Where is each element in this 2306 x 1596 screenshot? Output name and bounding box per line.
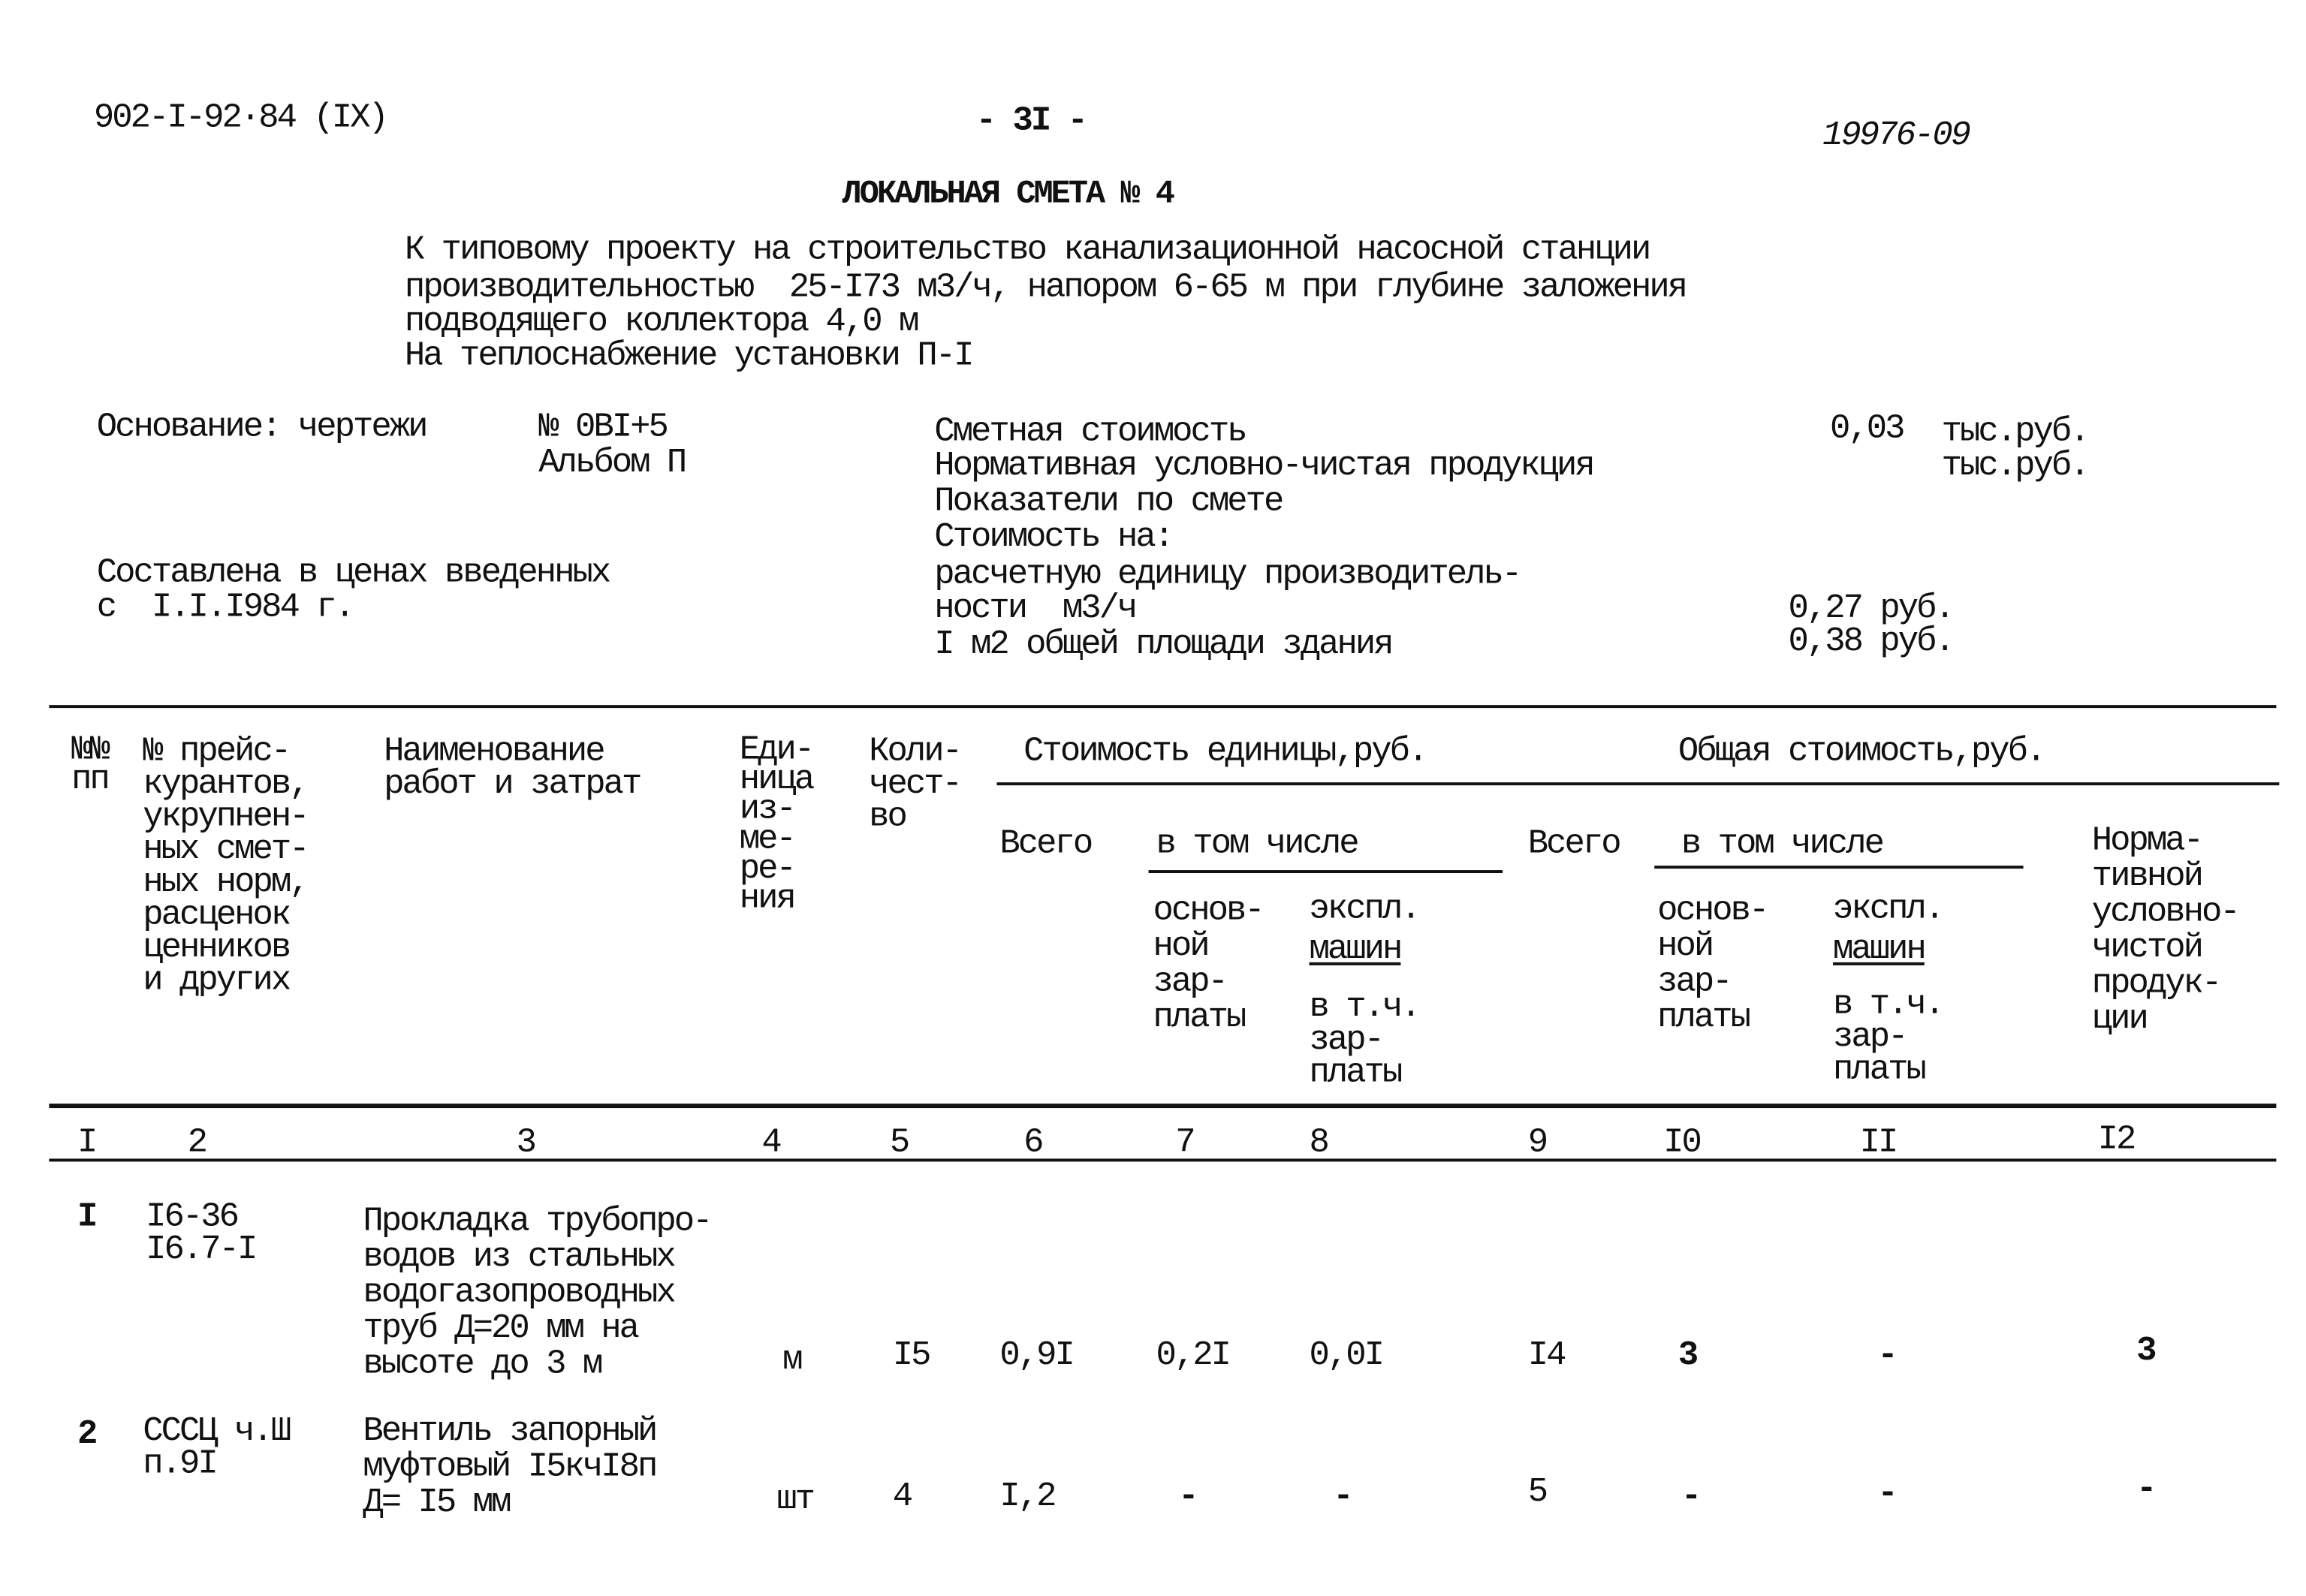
net-product-label: Нормативная условно-чистая продукция	[934, 446, 1595, 485]
prices-date: с I.I.I984 г.	[96, 587, 355, 627]
basis-drawings: № 0BI+5	[538, 407, 669, 447]
row-unit-total: I,2	[999, 1477, 1057, 1516]
column-number: 2	[187, 1122, 208, 1162]
area-cost-value: 0,38 руб.	[1788, 622, 1955, 661]
unit-cost-label-2: ности м3/ч	[934, 589, 1138, 628]
row-number: I	[77, 1197, 98, 1236]
row-name: Вентиль запорный муфтовый I5кчI8п Д= I5 …	[363, 1411, 658, 1522]
header-rule	[1148, 870, 1503, 873]
header-number: №№ пп	[71, 730, 110, 799]
header-total-base-wage: основ- ной зар- платы	[1657, 890, 1769, 1037]
basis-album: Альбом П	[538, 443, 687, 482]
header-unit-machines-wage: в т.ч. зар- платы	[1309, 987, 1421, 1092]
row-total-machines: -	[1877, 1336, 1898, 1375]
header-unit-cost: Стоимость единицы,руб.	[1023, 731, 1428, 771]
row-unit-base-wage: -	[1178, 1477, 1198, 1516]
header-total-machines: экспл.	[1832, 889, 1945, 929]
column-number: 3	[516, 1122, 537, 1162]
header-unit-machines: экспл.	[1309, 889, 1421, 929]
unit-cost-value: 0,27 руб.	[1788, 589, 1955, 628]
header-total-total: Всего	[1527, 824, 1622, 863]
row-net-product: 3	[2136, 1331, 2157, 1370]
header-unit-base-wage: основ- ной зар- платы	[1153, 890, 1265, 1037]
estimated-cost-value: 0,03	[1829, 408, 1906, 448]
header-name: Наименование работ и затрат	[384, 731, 642, 803]
table-top-rule	[49, 705, 2277, 709]
header-total-machines-wage: в т.ч. зар- платы	[1832, 984, 1945, 1089]
column-number: 7	[1175, 1122, 1195, 1162]
basis-label: Основание: чертежи	[96, 407, 429, 447]
row-total-base-wage: -	[1681, 1477, 1702, 1516]
net-product-unit: тыс.руб.	[1941, 446, 2090, 485]
page-number: - 3I -	[975, 101, 1088, 140]
page-title: ЛОКАЛЬНАЯ СМЕТА № 4	[842, 175, 1175, 213]
unit-cost-label: расчетную единицу производитель-	[934, 555, 1522, 594]
column-numbers-rule	[49, 1158, 2277, 1162]
header-bottom-rule	[49, 1104, 2277, 1108]
row-price-code: СССЦ ч.Ш п.9I	[143, 1411, 291, 1483]
document-code: 902-I-92·84 (IX)	[93, 98, 389, 137]
column-number: 9	[1527, 1122, 1548, 1162]
header-rule	[1654, 866, 2024, 869]
row-unit-machines: -	[1333, 1477, 1353, 1516]
column-number: 4	[761, 1122, 782, 1162]
header-unit: Еди- ница из- ме- ре- ния	[739, 730, 815, 918]
header-rule	[996, 782, 2280, 785]
row-number: 2	[77, 1414, 98, 1453]
row-unit: шт	[776, 1480, 815, 1519]
row-net-product: -	[2136, 1469, 2157, 1509]
row-total: 5	[1527, 1472, 1548, 1512]
row-unit-machines: 0,0I	[1309, 1336, 1385, 1375]
column-number: I0	[1663, 1122, 1702, 1162]
inventory-number: 19976-09	[1822, 116, 1971, 155]
row-unit: м	[782, 1340, 803, 1379]
column-number: 6	[1023, 1122, 1044, 1162]
column-number: II	[1859, 1122, 1899, 1162]
row-quantity: 4	[892, 1477, 913, 1516]
header-net-product: Норма- тивной условно- чистой продук- ци…	[2091, 821, 2241, 1038]
cost-on-label: Стоимость на:	[934, 517, 1174, 557]
column-number: I	[77, 1122, 98, 1162]
subtitle-line: производительностью 25-I73 м3/ч, напором…	[404, 267, 1688, 307]
estimated-cost-label: Сметная стоимость	[934, 411, 1247, 451]
header-unit-total: Всего	[999, 824, 1093, 863]
row-unit-base-wage: 0,2I	[1156, 1336, 1231, 1375]
header-unit-incl: в том числе	[1156, 824, 1359, 863]
row-total-machines: -	[1877, 1474, 1898, 1513]
subtitle-line: На теплоснабжение установки П-I	[404, 336, 975, 375]
column-number: 8	[1309, 1122, 1330, 1162]
header-total-incl: в том числе	[1681, 824, 1885, 863]
row-total-base-wage: 3	[1678, 1336, 1699, 1375]
header-quantity: Коли- чест- во	[869, 731, 963, 836]
column-number: I2	[2097, 1119, 2137, 1159]
header-total-cost: Общая стоимость,руб.	[1678, 731, 2046, 771]
row-quantity: I5	[892, 1336, 932, 1375]
subtitle-line: подводящего коллектора 4,0 м	[404, 302, 919, 341]
prices-note: Составлена в ценах введенных	[96, 553, 611, 592]
subtitle-line: К типовому проекту на строительство кана…	[404, 230, 1651, 270]
row-name: Прокладка трубопро- водов из стальных во…	[363, 1201, 713, 1384]
header-price-code: № прейс- курантов, укрупнен- ных смет- н…	[143, 731, 309, 1000]
row-total: I4	[1527, 1336, 1567, 1375]
row-price-code: I6-36 I6.7-I	[146, 1197, 258, 1269]
indicators-label: Показатели по смете	[934, 481, 1284, 521]
header-total-machines-2: машин	[1832, 929, 1927, 968]
estimated-cost-unit: тыс.руб.	[1941, 411, 2090, 451]
area-cost-label: I м2 общей площади здания	[934, 625, 1394, 664]
column-number: 5	[889, 1122, 910, 1162]
header-unit-machines-2: машин	[1309, 929, 1403, 968]
row-unit-total: 0,9I	[999, 1336, 1075, 1375]
